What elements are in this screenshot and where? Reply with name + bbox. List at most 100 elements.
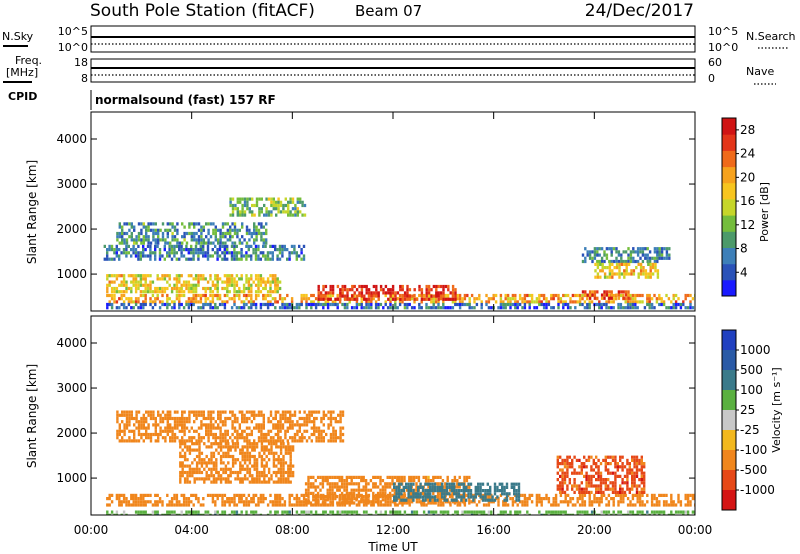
- velocity-cell: [231, 439, 234, 443]
- velocity-cell: [274, 513, 277, 515]
- power-cell: [499, 297, 503, 301]
- velocity-cell: [257, 513, 260, 515]
- power-cell: [166, 235, 169, 239]
- velocity-cell: [331, 475, 334, 479]
- velocity-cell: [229, 436, 232, 440]
- velocity-cell: [439, 491, 442, 495]
- power-cell: [125, 231, 129, 236]
- velocity-cell: [607, 487, 610, 491]
- velocity-cell: [329, 410, 333, 414]
- velocity-cell: [230, 497, 234, 501]
- velocity-cell: [115, 497, 119, 501]
- power-cell: [219, 238, 222, 242]
- velocity-cell: [360, 493, 363, 497]
- velocity-cell: [263, 464, 266, 468]
- velocity-cell: [255, 413, 258, 417]
- power-cell: [157, 241, 160, 245]
- velocity-cell: [402, 485, 405, 489]
- velocity-cell: [443, 489, 446, 493]
- power-cell: [358, 284, 361, 289]
- power-cell: [180, 290, 183, 294]
- velocity-cell: [179, 445, 182, 449]
- power-cell: [271, 251, 274, 255]
- velocity-cell: [279, 426, 282, 430]
- velocity-cell: [221, 513, 224, 515]
- velocity-cell: [293, 432, 297, 437]
- power-cell: [266, 254, 270, 258]
- velocity-cell: [315, 439, 318, 443]
- cpid-text: normalsound (fast) 157 RF: [95, 93, 276, 107]
- power-cell: [641, 253, 645, 257]
- velocity-cell: [372, 491, 375, 495]
- power-cell: [370, 300, 373, 304]
- velocity-cell: [501, 485, 504, 489]
- velocity-cell: [274, 432, 277, 437]
- velocity-cell: [556, 462, 559, 466]
- velocity-cell: [260, 454, 264, 459]
- velocity-cell: [626, 503, 630, 507]
- velocity-cell: [658, 503, 661, 507]
- power-cell: [228, 290, 231, 294]
- power-cell: [254, 248, 258, 252]
- power-cell: [149, 248, 152, 252]
- velocity-cell: [636, 497, 639, 501]
- velocity-cell: [497, 503, 500, 507]
- power-cell: [248, 231, 251, 236]
- velocity-cell: [523, 500, 527, 504]
- velocity-cell: [319, 495, 322, 499]
- velocity-cell: [511, 503, 515, 507]
- power-cell: [384, 291, 388, 295]
- velocity-cell: [341, 426, 345, 430]
- velocity-cell: [180, 493, 183, 497]
- velocity-cell: [640, 462, 643, 466]
- velocity-cell: [152, 413, 155, 417]
- velocity-cell: [298, 436, 301, 440]
- power-cell: [294, 213, 297, 217]
- power-cell: [322, 306, 325, 310]
- power-cell: [251, 203, 254, 208]
- velocity-cell: [424, 498, 427, 502]
- power-cell: [327, 297, 330, 301]
- power-cell: [322, 302, 325, 307]
- power-cell: [514, 302, 517, 307]
- velocity-cell: [202, 410, 205, 414]
- velocity-cell: [331, 493, 335, 497]
- velocity-cell: [561, 474, 564, 478]
- power-cell: [516, 306, 519, 310]
- power-cell: [120, 302, 123, 307]
- velocity-cell: [241, 454, 244, 459]
- velocity-cell: [640, 487, 643, 491]
- power-cell: [394, 297, 397, 301]
- velocity-cell: [384, 503, 387, 507]
- velocity-cell: [605, 497, 608, 501]
- power-cell: [346, 302, 349, 307]
- velocity-cell: [482, 510, 486, 514]
- power-cell: [591, 256, 594, 260]
- power-cell: [254, 297, 258, 301]
- power-cell: [310, 306, 313, 310]
- power-cell: [108, 248, 111, 252]
- power-cell: [606, 275, 609, 279]
- velocity-cell: [631, 484, 634, 488]
- velocity-cell: [367, 482, 370, 486]
- power-cell: [207, 228, 210, 232]
- power-cell: [653, 293, 656, 298]
- velocity-cell: [458, 501, 461, 505]
- velocity-cell: [566, 493, 570, 497]
- velocity-cell: [125, 426, 129, 430]
- power-cell: [454, 294, 457, 298]
- velocity-cell: [236, 436, 239, 440]
- velocity-cell: [333, 482, 337, 486]
- velocity-cell: [398, 513, 402, 515]
- velocity-cell: [405, 488, 409, 492]
- power-cell: [187, 300, 191, 304]
- velocity-cell: [246, 454, 249, 459]
- velocity-cell: [252, 493, 255, 497]
- velocity-cell: [513, 489, 516, 493]
- power-cell: [360, 297, 363, 301]
- power-cell: [130, 225, 133, 229]
- velocity-cell: [144, 513, 147, 515]
- velocity-cell: [521, 500, 524, 504]
- velocity-cell: [374, 475, 377, 479]
- power-cell: [266, 306, 270, 310]
